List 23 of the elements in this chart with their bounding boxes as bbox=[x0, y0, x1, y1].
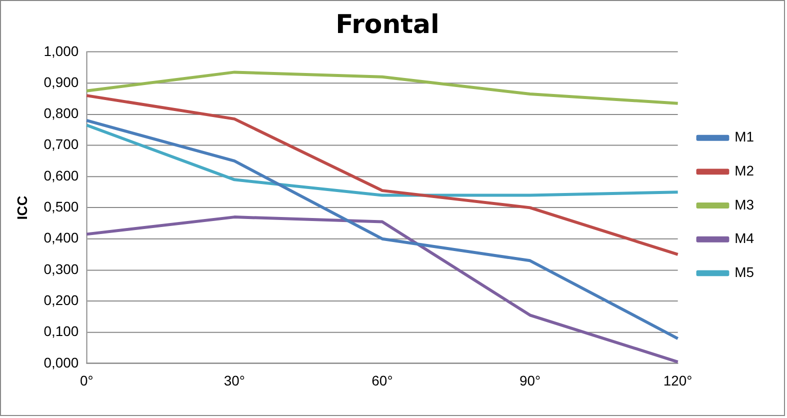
x-tick-label: 90° bbox=[519, 372, 541, 389]
y-tick-label: 0,700 bbox=[44, 136, 79, 152]
legend-label: M3 bbox=[734, 196, 754, 212]
y-tick-label: 0,300 bbox=[44, 260, 79, 277]
legend-label: M1 bbox=[734, 128, 754, 145]
x-tick-label: 0° bbox=[80, 372, 94, 389]
y-tick-label: 0,800 bbox=[44, 105, 79, 122]
x-tick-label: 30° bbox=[224, 372, 245, 389]
y-tick-label: 1,000 bbox=[44, 42, 79, 59]
legend-label: M5 bbox=[734, 264, 754, 280]
y-tick-label: 0,200 bbox=[44, 292, 79, 308]
legend-label: M4 bbox=[734, 230, 754, 246]
y-tick-label: 0,000 bbox=[44, 354, 79, 370]
chart-title: Frontal bbox=[336, 10, 440, 40]
y-tick-label: 0,100 bbox=[44, 323, 79, 340]
legend-label: M2 bbox=[734, 162, 754, 179]
x-tick-label: 120° bbox=[663, 372, 692, 389]
y-tick-label: 0,600 bbox=[44, 167, 79, 184]
x-tick-label: 60° bbox=[372, 372, 393, 389]
y-axis-title: ICC bbox=[14, 196, 30, 220]
y-tick-label: 0,900 bbox=[44, 74, 79, 90]
y-tick-label: 0,500 bbox=[44, 198, 79, 215]
y-tick-label: 0,400 bbox=[44, 230, 79, 246]
